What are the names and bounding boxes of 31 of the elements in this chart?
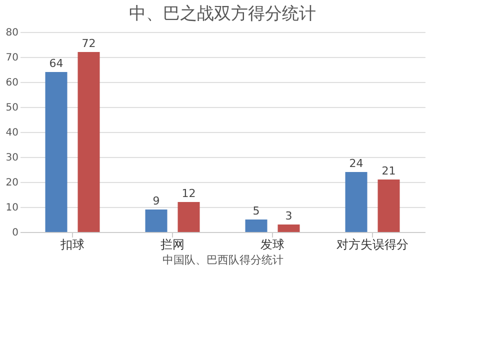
data-label: 9 xyxy=(152,194,160,208)
x-tick-label: 拦网 xyxy=(160,238,184,252)
data-label: 5 xyxy=(252,204,260,218)
y-tick-label: 60 xyxy=(6,78,18,88)
data-label: 3 xyxy=(285,210,292,222)
y-tick-label: 10 xyxy=(6,202,18,214)
y-tick-label: 80 xyxy=(6,28,18,38)
y-tick-label: 0 xyxy=(12,228,18,238)
y-tick-label: 30 xyxy=(6,152,18,164)
data-label: 64 xyxy=(49,57,64,70)
x-axis-title: 中国队、巴西队得分统计 xyxy=(162,254,284,266)
bar xyxy=(145,210,168,232)
y-tick-label: 20 xyxy=(6,178,18,188)
y-tick-label: 50 xyxy=(6,102,18,114)
y-tick-label: 70 xyxy=(6,52,18,64)
data-label: 12 xyxy=(182,187,196,200)
x-tick-label: 对方失误得分 xyxy=(336,238,408,252)
bar xyxy=(78,52,100,232)
bar xyxy=(45,72,68,232)
x-tick-label: 扣球 xyxy=(60,238,84,252)
bar xyxy=(378,180,400,232)
bar xyxy=(178,202,200,232)
chart-title: 中、巴之战双方得分统计 xyxy=(129,4,316,24)
data-label: 72 xyxy=(82,37,96,50)
bar xyxy=(278,224,300,232)
data-label: 24 xyxy=(349,157,364,170)
x-tick-label: 发球 xyxy=(260,238,284,252)
y-tick-label: 40 xyxy=(6,128,18,138)
data-label: 21 xyxy=(382,164,396,178)
bar xyxy=(345,172,368,232)
bar xyxy=(245,220,268,232)
